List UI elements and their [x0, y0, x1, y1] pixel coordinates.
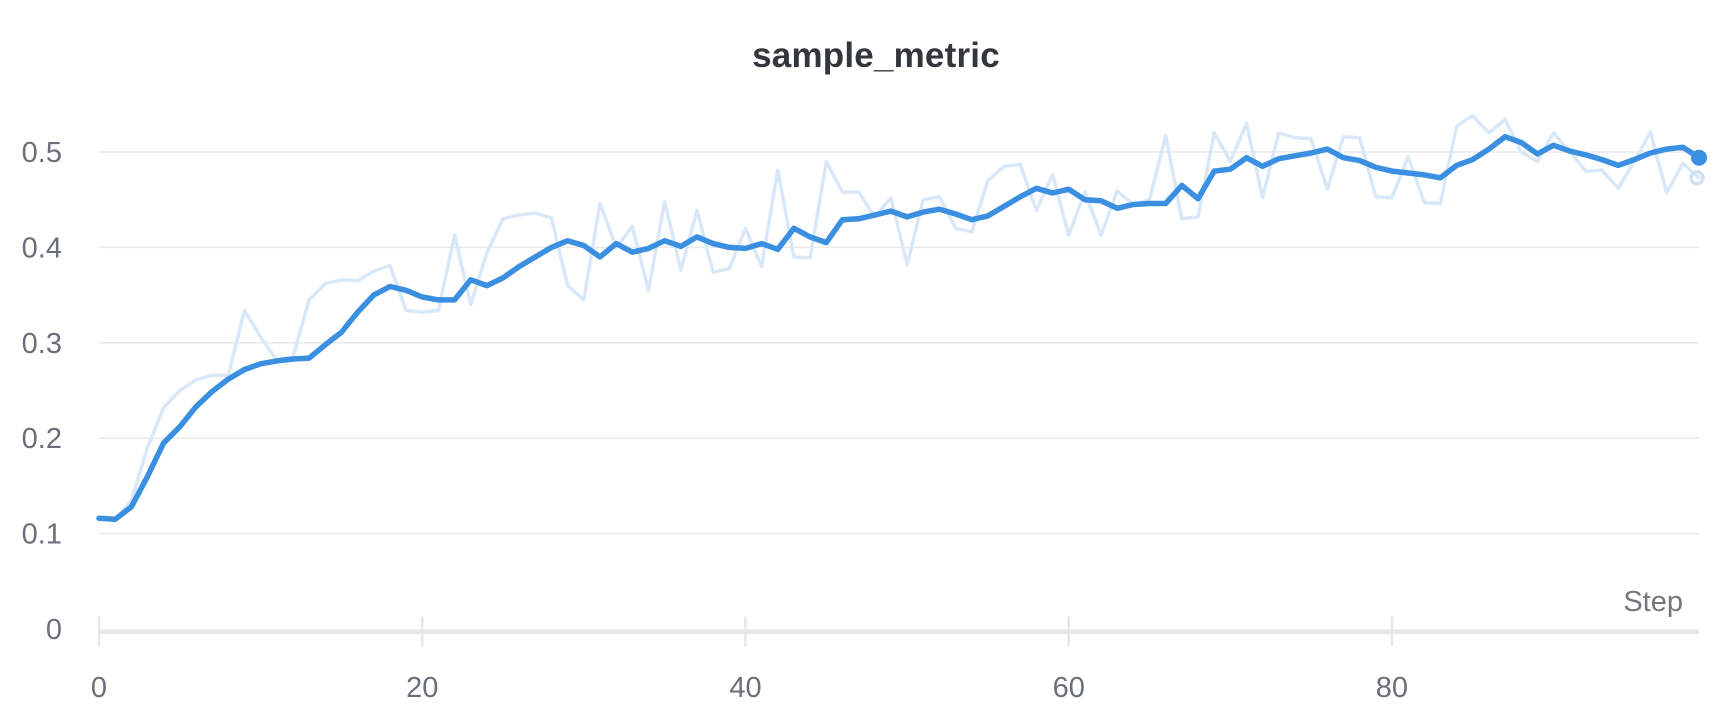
raw-end-dot	[1689, 170, 1705, 186]
x-axis-tick-labels: 0 20 40 60 80	[91, 672, 1408, 704]
raw-line	[97, 113, 1701, 522]
series-endpoint-markers	[1689, 149, 1707, 186]
y-axis-tick-labels: 0 0.1 0.2 0.3 0.4 0.5	[22, 137, 62, 646]
x-tick-label: 0	[91, 672, 107, 704]
x-tick-label: 40	[729, 672, 761, 704]
axis-baseline	[99, 629, 1699, 634]
x-axis-baseline	[97, 616, 1699, 647]
horizontal-gridlines	[99, 151, 1699, 535]
data-series-lines	[96, 113, 1702, 523]
x-axis-title: Step	[1623, 586, 1683, 618]
smoothed-line	[96, 133, 1702, 523]
y-tick-label: 0.4	[22, 232, 62, 264]
x-tick-label: 80	[1376, 672, 1408, 704]
y-tick-label: 0.3	[22, 328, 62, 360]
x-tick-label: 60	[1053, 672, 1085, 704]
y-tick-label: 0	[46, 614, 62, 646]
chart-title: sample_metric	[752, 36, 1000, 75]
y-tick-label: 0.5	[22, 137, 62, 169]
y-tick-label: 0.2	[22, 423, 62, 455]
y-tick-label: 0.1	[22, 519, 62, 551]
smoothed-end-dot	[1691, 149, 1707, 166]
x-tick-label: 20	[406, 672, 438, 704]
